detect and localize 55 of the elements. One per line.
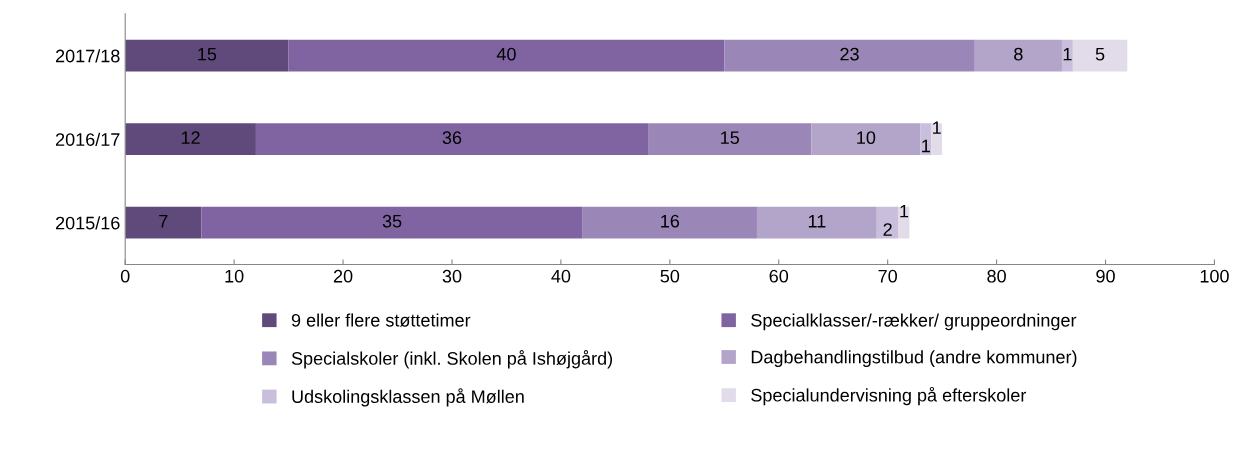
x-tick-label: 40 [551, 269, 571, 283]
x-tick-label: 50 [660, 269, 680, 283]
data-label: 2 [883, 223, 892, 236]
data-label: 35 [382, 214, 402, 228]
data-label: 1 [1063, 47, 1072, 61]
data-label: 15 [198, 47, 217, 61]
legend-label: Specialklasser/-rækker/ gruppeordninger [751, 313, 1077, 331]
bar [974, 39, 1062, 72]
data-label: 1 [900, 204, 909, 218]
bar [1072, 39, 1128, 72]
data-label: 10 [857, 131, 876, 145]
x-tick-label: 100 [1200, 269, 1229, 283]
x-tick-label: 90 [1096, 269, 1115, 283]
data-label: 40 [496, 47, 516, 61]
data-label: 5 [1095, 47, 1105, 61]
data-label: 36 [442, 131, 462, 145]
bar [125, 206, 202, 239]
legend-label: 9 eller flere støttetimer [291, 313, 471, 327]
bar [125, 39, 289, 72]
x-tick-label: 30 [442, 269, 462, 283]
data-label: 15 [721, 131, 740, 145]
bar [811, 123, 921, 156]
x-tick-label: 10 [225, 269, 244, 283]
bar [201, 206, 583, 239]
bar [582, 206, 757, 239]
y-tick-label: 2015/16 [55, 216, 120, 230]
bar [255, 123, 649, 156]
data-label: 12 [181, 131, 200, 144]
data-label: 1 [922, 139, 930, 153]
bar [1061, 39, 1073, 72]
bar [125, 123, 256, 156]
bar [876, 206, 899, 239]
y-tick-label: 2017/18 [55, 49, 120, 63]
x-tick-label: 20 [333, 269, 353, 283]
legend-label: Dagbehandlingstilbud (andre kommuner) [751, 350, 1077, 368]
legend-label: Specialskoler (inkl. Skolen på Ishøjgård) [291, 350, 613, 369]
bar [920, 123, 932, 156]
data-label: 11 [808, 214, 826, 228]
data-label: 16 [661, 214, 680, 228]
bar [648, 123, 812, 156]
legend-label: Udskolingsklassen på Møllen [292, 388, 524, 407]
bar [931, 123, 943, 156]
data-label: 23 [840, 47, 859, 61]
data-label: 7 [159, 214, 168, 228]
x-tick-label: 80 [987, 269, 1006, 283]
y-tick-label: 2016/17 [55, 132, 120, 146]
data-label: 8 [1014, 47, 1023, 61]
data-label: 1 [933, 121, 941, 134]
x-tick-label: 60 [769, 269, 789, 283]
bar [756, 206, 877, 239]
bar [724, 39, 975, 72]
x-tick-label: 0 [120, 269, 130, 283]
x-tick-label: 70 [878, 269, 897, 283]
bar [288, 39, 725, 72]
legend-label: Specialundervisning på efterskoler [751, 386, 1027, 406]
